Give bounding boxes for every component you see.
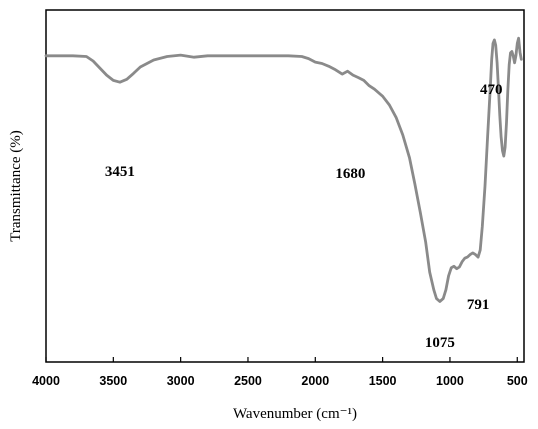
x-tick-label: 3000 xyxy=(167,374,195,388)
peak-label-1075: 1075 xyxy=(425,335,455,351)
peak-label-1680: 1680 xyxy=(335,166,365,182)
x-tick-label: 4000 xyxy=(32,374,60,388)
x-tick-label: 1500 xyxy=(369,374,397,388)
peak-annotations: 3451 1680 1075 791 470 xyxy=(105,82,503,351)
x-tick-label: 3500 xyxy=(99,374,127,388)
plot-frame xyxy=(45,9,525,363)
spectrum-line xyxy=(44,36,523,303)
peak-label-470: 470 xyxy=(480,82,503,98)
x-tick-label: 1000 xyxy=(436,374,464,388)
plot-border xyxy=(45,9,525,363)
x-tick-label: 500 xyxy=(507,374,528,388)
peak-label-791: 791 xyxy=(467,297,490,313)
peak-label-3451: 3451 xyxy=(105,164,135,180)
x-axis-ticks: 4000 3500 3000 2500 2000 1500 1000 500 xyxy=(32,357,528,388)
x-tick-label: 2500 xyxy=(234,374,262,388)
series-layer xyxy=(44,36,523,303)
x-axis-title: Wavenumber (cm⁻¹) xyxy=(233,406,357,422)
x-tick-label: 2000 xyxy=(301,374,329,388)
y-axis-title: Transmittance (%) xyxy=(8,130,24,242)
